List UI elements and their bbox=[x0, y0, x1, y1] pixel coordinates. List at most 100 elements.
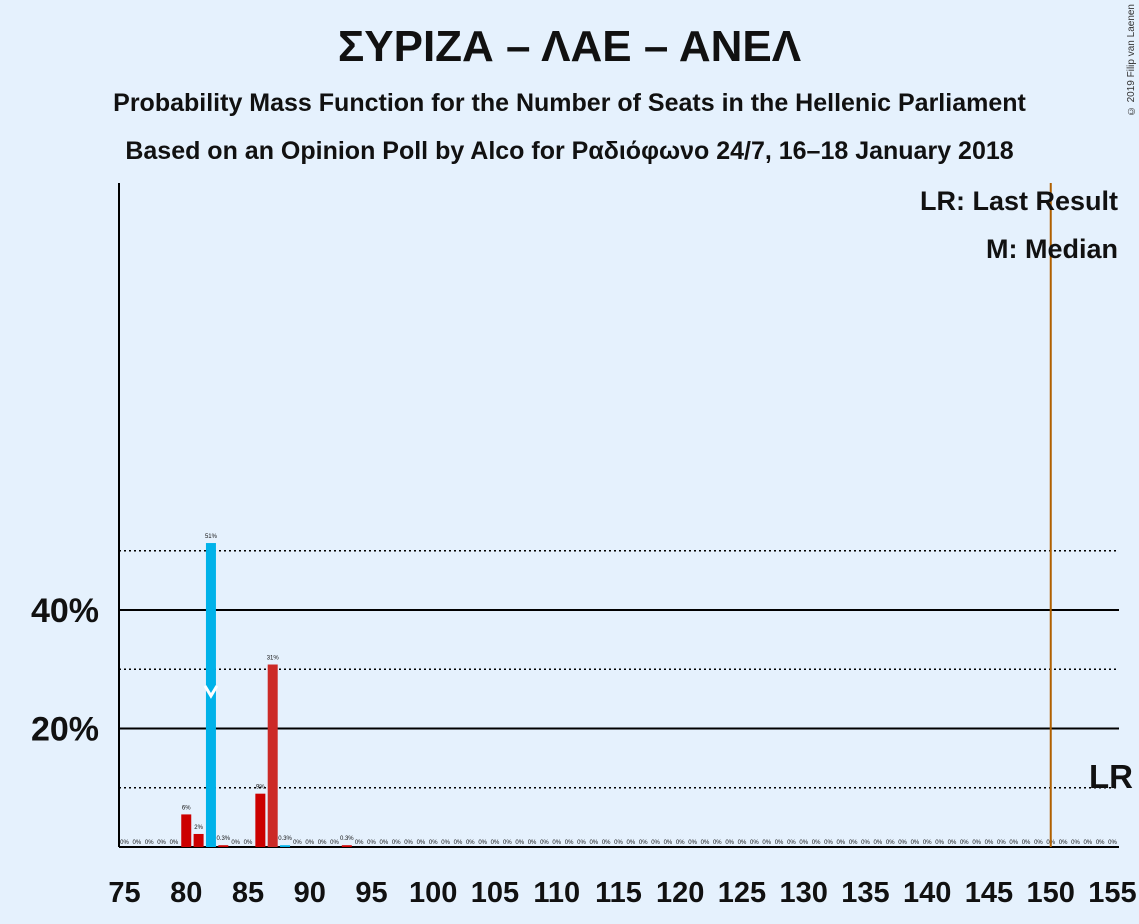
bar-value-label: 0.3% bbox=[340, 836, 354, 842]
bar-value-label: 0% bbox=[528, 840, 537, 846]
bar-value-label: 0% bbox=[1071, 840, 1080, 846]
bar-value-label: 0% bbox=[589, 840, 598, 846]
bar-value-label: 0% bbox=[120, 840, 129, 846]
bar-value-label: 0% bbox=[960, 840, 969, 846]
bar-value-label: 0% bbox=[688, 840, 697, 846]
bar-value-label: 0% bbox=[231, 840, 240, 846]
bar-value-label: 0% bbox=[824, 840, 833, 846]
bar-value-label: 0% bbox=[738, 840, 747, 846]
bar-value-label: 0% bbox=[478, 840, 487, 846]
x-tick-label: 150 bbox=[1027, 877, 1075, 909]
last-result-label: LR bbox=[1089, 758, 1133, 795]
bar-value-label: 0% bbox=[639, 840, 648, 846]
bar-value-label: 0% bbox=[145, 840, 154, 846]
bar-value-label: 0% bbox=[417, 840, 426, 846]
x-tick-label: 125 bbox=[718, 877, 766, 909]
bar-value-label: 0% bbox=[404, 840, 413, 846]
bar-value-label: 0% bbox=[898, 840, 907, 846]
bar-value-label: 0% bbox=[602, 840, 611, 846]
bar-value-label: 0% bbox=[244, 840, 253, 846]
x-tick-label: 85 bbox=[232, 877, 264, 909]
bar-value-label: 0% bbox=[466, 840, 475, 846]
bar-value-label: 0% bbox=[1059, 840, 1068, 846]
bar-value-label: 0% bbox=[886, 840, 895, 846]
median-marker bbox=[203, 685, 219, 699]
legend-last-result: LR: Last Result bbox=[920, 186, 1118, 216]
bar-value-label: 51% bbox=[205, 534, 218, 540]
x-tick-label: 90 bbox=[294, 877, 326, 909]
bar bbox=[181, 814, 192, 847]
bar bbox=[341, 845, 352, 847]
bar-value-label: 0% bbox=[787, 840, 796, 846]
bar-value-label: 0% bbox=[701, 840, 710, 846]
bar-value-label: 9% bbox=[256, 785, 265, 791]
bar bbox=[280, 845, 291, 847]
bar-value-label: 0% bbox=[380, 840, 389, 846]
bar-value-label: 0% bbox=[627, 840, 636, 846]
legend-median: M: Median bbox=[986, 234, 1118, 264]
bar-value-label: 0% bbox=[997, 840, 1006, 846]
x-tick-label: 145 bbox=[965, 877, 1013, 909]
bar-value-label: 0% bbox=[874, 840, 883, 846]
bar-value-label: 0% bbox=[861, 840, 870, 846]
bar-value-label: 0% bbox=[713, 840, 722, 846]
bar-value-label: 0% bbox=[540, 840, 549, 846]
bar-value-label: 0% bbox=[133, 840, 142, 846]
x-tick-label: 110 bbox=[533, 877, 580, 909]
bar-value-label: 0% bbox=[1034, 840, 1043, 846]
x-tick-label: 80 bbox=[170, 877, 202, 909]
bar-value-label: 0.3% bbox=[278, 836, 292, 842]
bar-value-label: 0% bbox=[812, 840, 821, 846]
chart-subtitle: Probability Mass Function for the Number… bbox=[113, 89, 1026, 117]
bar-value-label: 6% bbox=[182, 805, 191, 811]
bar-value-label: 0% bbox=[985, 840, 994, 846]
bar-value-label: 0% bbox=[503, 840, 512, 846]
bar-value-label: 0% bbox=[355, 840, 364, 846]
bar-value-label: 0% bbox=[911, 840, 920, 846]
x-tick-label: 115 bbox=[595, 877, 642, 909]
bar-value-label: 0% bbox=[1022, 840, 1031, 846]
chart-source-line: Based on an Opinion Poll by Alco for Ραδ… bbox=[125, 137, 1014, 165]
bar-value-label: 0% bbox=[614, 840, 623, 846]
x-tick-label: 155 bbox=[1088, 877, 1136, 909]
bar-value-label: 0% bbox=[170, 840, 179, 846]
x-tick-label: 100 bbox=[409, 877, 457, 909]
bar-value-label: 0% bbox=[935, 840, 944, 846]
bar-value-label: 0% bbox=[651, 840, 660, 846]
bar-value-label: 0% bbox=[305, 840, 314, 846]
bar-value-label: 0% bbox=[923, 840, 932, 846]
bar-value-label: 0.3% bbox=[216, 836, 230, 842]
bar-value-label: 0% bbox=[799, 840, 808, 846]
bar bbox=[255, 793, 266, 847]
bar-value-label: 0% bbox=[454, 840, 463, 846]
bar-value-label: 0% bbox=[972, 840, 981, 846]
bar-value-label: 0% bbox=[948, 840, 957, 846]
bar-value-label: 0% bbox=[775, 840, 784, 846]
bar-value-label: 0% bbox=[367, 840, 376, 846]
bar-value-label: 0% bbox=[1096, 840, 1105, 846]
bar bbox=[218, 845, 229, 847]
bar-value-label: 0% bbox=[293, 840, 302, 846]
bar-value-label: 0% bbox=[318, 840, 327, 846]
bar-value-label: 0% bbox=[750, 840, 759, 846]
x-tick-label: 95 bbox=[355, 877, 387, 909]
bar-value-label: 0% bbox=[664, 840, 673, 846]
bar-value-label: 0% bbox=[836, 840, 845, 846]
bar-value-label: 0% bbox=[392, 840, 401, 846]
bar-value-label: 0% bbox=[552, 840, 561, 846]
bar-value-label: 0% bbox=[1083, 840, 1092, 846]
bar bbox=[193, 833, 204, 847]
bar-value-label: 0% bbox=[565, 840, 574, 846]
x-tick-label: 135 bbox=[841, 877, 889, 909]
bar bbox=[267, 664, 278, 847]
bar-value-label: 0% bbox=[491, 840, 500, 846]
bar-value-label: 0% bbox=[762, 840, 771, 846]
bar-value-label: 2% bbox=[194, 825, 203, 831]
bar-value-label: 0% bbox=[429, 840, 438, 846]
x-tick-label: 140 bbox=[903, 877, 951, 909]
x-tick-label: 130 bbox=[780, 877, 828, 909]
y-tick-label: 20% bbox=[31, 711, 99, 749]
bar-value-label: 0% bbox=[849, 840, 858, 846]
bar-value-label: 0% bbox=[1108, 840, 1117, 846]
